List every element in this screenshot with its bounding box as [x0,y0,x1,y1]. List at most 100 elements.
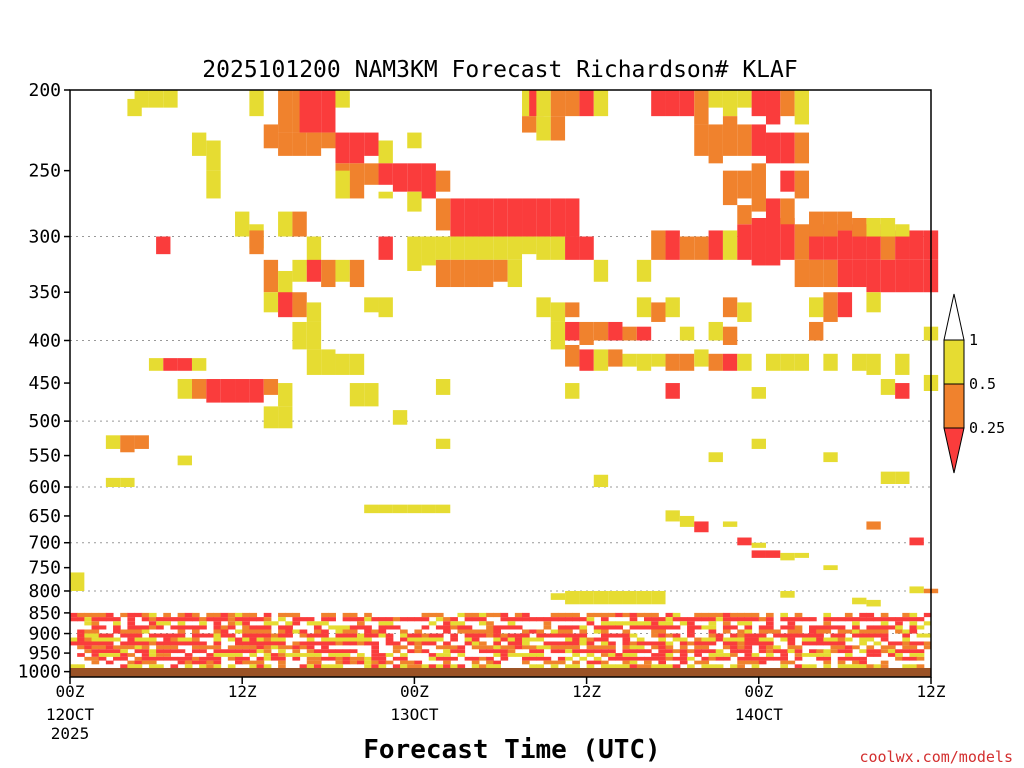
boundary-cell [213,629,222,634]
boundary-cell [321,637,329,642]
boundary-cell [486,660,494,665]
heatmap-cell [421,504,436,514]
boundary-cell [306,641,315,646]
boundary-cell [751,653,760,657]
boundary-cell [550,664,559,668]
boundary-cell [651,629,659,634]
boundary-cell [608,633,616,638]
boundary-cell [801,653,810,657]
boundary-cell [708,629,717,634]
boundary-cell [263,637,272,642]
heatmap-cell [751,542,766,548]
heatmap-cell [751,387,766,399]
boundary-cell [816,653,824,657]
boundary-cell [170,656,179,661]
boundary-cell [600,629,609,634]
boundary-cell [91,653,100,657]
boundary-cell [902,656,910,661]
heatmap-cell [665,230,680,260]
heatmap-cell [866,259,881,293]
heatmap-cell [765,550,781,558]
boundary-cell [651,653,659,657]
boundary-cell [464,637,473,642]
boundary-cell [127,629,136,634]
heatmap-cell [435,438,451,449]
boundary-cell [615,625,623,630]
heatmap-cell [565,90,580,117]
boundary-cell [873,649,882,654]
heatmap-cell [780,198,795,225]
boundary-cell [665,653,674,657]
boundary-cell [91,656,100,661]
heatmap-cell [565,344,580,367]
boundary-cell [708,649,717,654]
heatmap-cell [608,349,623,367]
heatmap-cell [765,90,781,125]
boundary-cell [235,612,243,618]
boundary-cell [536,629,545,634]
heatmap-cell [780,90,795,117]
boundary-cell [529,649,537,654]
heatmap-cell [292,132,307,156]
boundary-cell [199,633,207,638]
boundary-cell [141,617,150,622]
boundary-cell [500,656,509,661]
boundary-cell [321,649,329,654]
boundary-cell [120,656,128,661]
boundary-cell [256,656,265,661]
boundary-cell [543,633,552,638]
boundary-cell [636,649,645,654]
heatmap-cell [70,572,85,591]
heatmap-cell [120,477,135,488]
boundary-cell [349,649,358,654]
boundary-cell [443,629,451,634]
heatmap-cell [780,552,795,561]
boundary-cell [852,645,860,650]
boundary-cell [493,612,501,618]
heatmap-cell [679,515,695,527]
boundary-cell [880,637,889,642]
boundary-cell [600,660,609,665]
boundary-cell [665,649,674,654]
boundary-cell [809,649,817,654]
heatmap-cell [263,259,279,293]
boundary-cell [873,641,882,646]
boundary-cell [84,641,93,646]
boundary-cell [715,664,724,668]
boundary-cell [823,612,832,618]
heatmap-cell [565,321,580,341]
heatmap-cell [464,198,479,237]
boundary-cell [744,612,753,618]
boundary-cell [708,637,717,642]
boundary-cell [787,637,796,642]
boundary-cell [629,633,638,638]
boundary-cell [249,649,258,654]
boundary-cell [557,656,566,661]
boundary-cell [536,633,545,638]
boundary-cell [77,641,85,646]
boundary-cell [565,645,573,650]
boundary-cell [249,653,258,657]
boundary-cell [170,664,179,668]
boundary-cell [77,664,85,668]
boundary-cell [658,629,667,634]
boundary-cell [371,641,380,646]
boundary-cell [586,649,595,654]
boundary-cell [134,637,143,642]
boundary-cell [227,637,236,642]
boundary-cell [486,612,494,618]
boundary-cell [428,633,437,638]
boundary-cell [730,633,738,638]
boundary-cell [464,656,473,661]
boundary-cell [844,656,853,661]
boundary-cell [794,653,803,657]
boundary-cell [478,641,487,646]
heatmap-cell [737,124,752,156]
boundary-cell [450,633,458,638]
boundary-cell [435,633,444,638]
boundary-cell [593,660,602,665]
boundary-cell [651,645,659,650]
boundary-cell [213,645,222,650]
boundary-cell [84,633,93,638]
boundary-cell [457,649,466,654]
